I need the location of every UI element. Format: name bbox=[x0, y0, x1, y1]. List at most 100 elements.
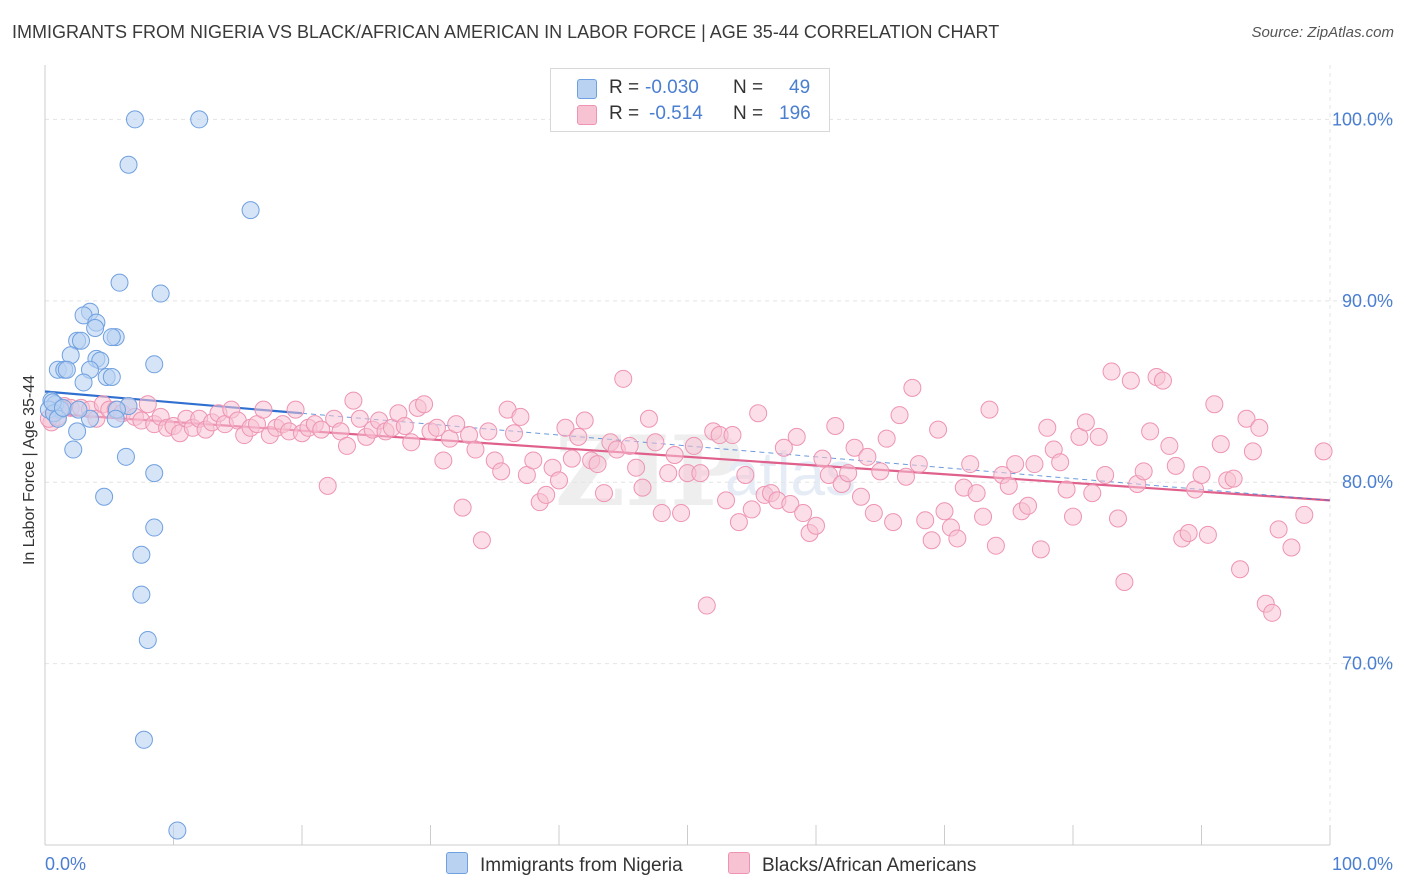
data-point-black bbox=[1295, 505, 1314, 524]
data-point-black bbox=[492, 462, 511, 481]
data-point-black bbox=[562, 449, 581, 468]
data-point-black bbox=[1064, 507, 1082, 526]
legend: Immigrants from Nigeria Blacks/African A… bbox=[0, 850, 1406, 880]
data-point-black bbox=[466, 440, 485, 459]
data-point-nigeria bbox=[53, 398, 72, 417]
r-value-black: -0.514 bbox=[649, 103, 703, 124]
data-point-black bbox=[505, 424, 524, 443]
data-point-black bbox=[672, 504, 691, 523]
data-point-black bbox=[826, 416, 845, 435]
legend-item-black[interactable]: Blacks/African Americans bbox=[728, 852, 976, 877]
data-point-black bbox=[472, 531, 491, 550]
data-point-nigeria bbox=[116, 447, 135, 466]
data-point-black bbox=[781, 494, 800, 513]
data-point-black bbox=[447, 415, 466, 434]
n-label: N = bbox=[733, 77, 764, 98]
legend-swatch-blue bbox=[446, 852, 468, 874]
data-point-black bbox=[787, 427, 806, 446]
data-point-black bbox=[1121, 371, 1140, 390]
n-value-black: 196 bbox=[779, 103, 811, 124]
data-point-black bbox=[929, 420, 948, 439]
data-point-black bbox=[627, 458, 646, 477]
y-tick-label: 100.0% bbox=[1332, 109, 1393, 129]
data-point-black bbox=[633, 478, 652, 497]
data-point-black bbox=[864, 504, 883, 523]
data-point-black bbox=[254, 400, 273, 419]
data-point-nigeria bbox=[190, 110, 209, 129]
data-point-black bbox=[318, 476, 337, 495]
data-point-black bbox=[774, 438, 793, 457]
data-point-black bbox=[1198, 525, 1217, 544]
data-point-black bbox=[1115, 572, 1134, 591]
data-point-black bbox=[550, 471, 568, 490]
data-point-black bbox=[537, 485, 556, 504]
data-point-black bbox=[1205, 395, 1224, 414]
data-point-black bbox=[427, 418, 446, 437]
data-point-nigeria bbox=[151, 284, 170, 303]
data-point-black bbox=[1192, 465, 1211, 484]
data-point-nigeria bbox=[110, 273, 129, 292]
data-point-black bbox=[594, 484, 613, 503]
data-point-black bbox=[1083, 484, 1102, 503]
r-label: R = bbox=[609, 103, 640, 124]
data-point-black bbox=[639, 409, 658, 428]
data-point-nigeria bbox=[125, 110, 144, 129]
data-point-nigeria bbox=[102, 328, 121, 347]
data-point-black bbox=[1269, 520, 1288, 539]
data-point-black bbox=[961, 455, 980, 474]
data-point-black bbox=[1134, 462, 1153, 481]
data-point-black bbox=[729, 513, 748, 532]
data-point-black bbox=[1057, 480, 1076, 499]
data-point-black bbox=[524, 451, 543, 470]
data-point-black bbox=[691, 464, 710, 483]
data-point-black bbox=[479, 422, 498, 441]
data-point-nigeria bbox=[145, 355, 164, 374]
r-label: R = bbox=[609, 77, 640, 98]
data-point-black bbox=[1314, 442, 1333, 461]
data-point-black bbox=[909, 455, 928, 474]
data-point-black bbox=[980, 400, 999, 419]
data-point-black bbox=[614, 369, 633, 388]
data-point-black bbox=[813, 449, 832, 468]
data-point-nigeria bbox=[57, 360, 76, 379]
data-point-black bbox=[1250, 418, 1269, 437]
r-value-nigeria: -0.030 bbox=[645, 77, 699, 98]
data-point-black bbox=[916, 511, 935, 530]
data-point-black bbox=[1153, 371, 1172, 390]
data-point-nigeria bbox=[102, 368, 121, 386]
data-point-black bbox=[1102, 362, 1121, 381]
data-point-black bbox=[569, 427, 588, 446]
data-point-nigeria bbox=[132, 545, 151, 564]
data-point-black bbox=[749, 404, 768, 423]
data-point-black bbox=[402, 433, 421, 452]
data-point-black bbox=[684, 436, 703, 455]
data-point-black bbox=[620, 436, 639, 455]
data-point-nigeria bbox=[145, 518, 164, 537]
data-point-black bbox=[819, 465, 838, 484]
data-point-black bbox=[1076, 413, 1095, 432]
data-point-nigeria bbox=[68, 422, 87, 441]
legend-item-nigeria[interactable]: Immigrants from Nigeria bbox=[446, 852, 683, 877]
data-point-nigeria bbox=[145, 464, 164, 483]
data-point-black bbox=[337, 436, 356, 455]
data-point-black bbox=[1025, 455, 1044, 474]
data-point-black bbox=[845, 438, 864, 457]
data-point-black bbox=[1108, 509, 1127, 528]
data-point-black bbox=[1179, 524, 1198, 542]
data-point-black bbox=[935, 502, 954, 521]
data-point-nigeria bbox=[106, 409, 125, 428]
data-point-nigeria bbox=[168, 821, 187, 840]
data-point-black bbox=[877, 429, 896, 448]
data-point-nigeria bbox=[95, 487, 114, 506]
data-point-black bbox=[453, 498, 472, 517]
data-point-black bbox=[1141, 422, 1160, 441]
x-tick-label: 100.0% bbox=[1332, 854, 1393, 874]
stats-swatch-blue bbox=[577, 79, 597, 99]
data-point-black bbox=[1224, 469, 1243, 488]
data-point-black bbox=[646, 433, 665, 452]
data-point-black bbox=[839, 464, 858, 483]
data-point-black bbox=[794, 504, 813, 523]
data-point-black bbox=[858, 447, 877, 466]
data-point-nigeria bbox=[119, 155, 138, 174]
